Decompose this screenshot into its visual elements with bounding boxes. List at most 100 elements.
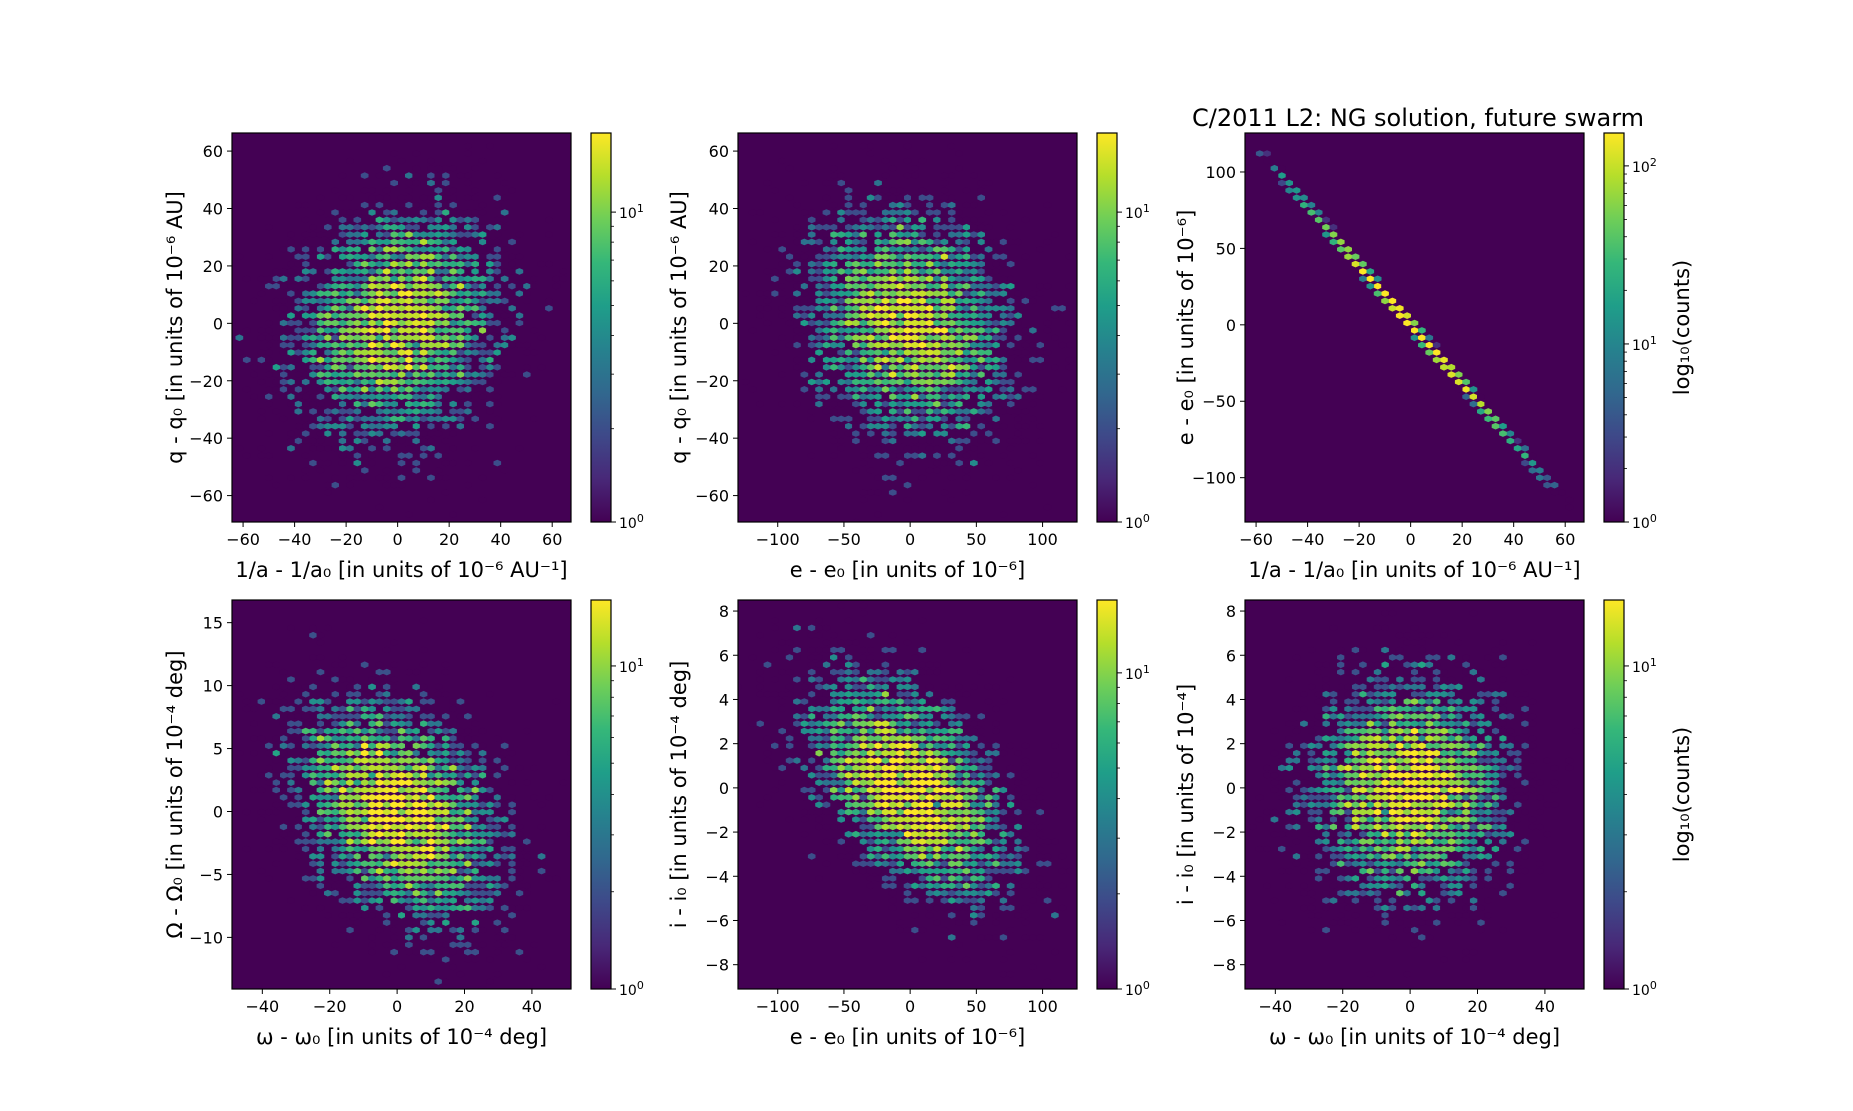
hexbin-cell	[947, 749, 956, 757]
hexbin-cell	[1014, 845, 1022, 853]
hexbin-cell	[1440, 735, 1448, 742]
hexbin-cell	[382, 897, 391, 904]
hexbin-cell	[471, 882, 479, 890]
hexbin-cell	[970, 794, 978, 801]
hexbin-cell	[881, 437, 890, 445]
hexbin-cell	[984, 312, 993, 319]
hexbin-cell	[992, 349, 1000, 356]
hexbin-cell	[338, 445, 347, 452]
hexbin-cell	[1381, 290, 1389, 297]
hexbin-cell	[1410, 941, 1419, 949]
hexbin-cell	[903, 422, 912, 430]
hexbin-cell	[925, 334, 934, 342]
hexbin-cell	[360, 912, 369, 919]
hexbin-cell	[1322, 860, 1330, 867]
hexbin-cell	[493, 860, 502, 867]
hexbin-cell	[500, 926, 509, 934]
hexbin-cell	[272, 378, 280, 386]
hexbin-cell	[837, 422, 845, 430]
hexbin-cell	[977, 713, 985, 720]
hexbin-cell	[874, 231, 882, 238]
hexbin-cell	[896, 201, 904, 209]
hexbin-cell	[1373, 275, 1382, 283]
hexbin-cell	[316, 422, 325, 430]
hexbin-cell	[866, 246, 875, 253]
hexbin-cell	[1366, 268, 1375, 275]
hexbin-cell	[419, 934, 428, 941]
hexbin-cell	[324, 378, 332, 386]
hexbin-cell	[1285, 187, 1293, 194]
axes-frame	[231, 599, 572, 990]
hexbin-cell	[830, 378, 838, 386]
hexbin-cell	[456, 246, 465, 253]
hexbin-cell	[837, 253, 845, 260]
hexbin-cell	[375, 668, 384, 676]
hexbin-cell	[375, 742, 384, 750]
hexbin-cell	[881, 231, 890, 238]
hexbin-cell	[287, 801, 295, 809]
hexbin-cell	[287, 400, 295, 408]
hexbin-cell	[324, 794, 332, 801]
hexbin-cell	[567, 830, 571, 838]
hexbin-cell	[287, 897, 295, 904]
hexbin-cell	[427, 305, 435, 312]
hexbin-cell	[427, 720, 435, 727]
hexbin-cell	[419, 823, 428, 831]
hexbin-cell	[940, 690, 949, 698]
hexbin-cell	[441, 838, 450, 845]
hexbin-cell	[478, 889, 487, 897]
hexbin-cell	[1337, 808, 1345, 816]
hexbin-cell	[316, 297, 325, 305]
hexbin-cell	[324, 305, 332, 312]
hexbin-cell	[346, 282, 354, 290]
hexbin-cell	[449, 282, 457, 290]
hexbin-cell	[999, 779, 1008, 786]
hexbin-cell	[859, 764, 868, 772]
hexbin-cell	[1014, 393, 1022, 400]
hexbin-cell	[412, 735, 421, 742]
hexbin-cell	[353, 341, 362, 349]
hexbin-cell	[933, 698, 941, 705]
hexbin-cell	[992, 875, 1000, 882]
hexbin-cell	[353, 408, 362, 415]
hexbin-cell	[1307, 757, 1316, 764]
hexbin-cell	[992, 238, 1000, 246]
hexbin-cell	[1337, 742, 1345, 750]
hexbin-cell	[1381, 705, 1389, 713]
hexbin-cell	[500, 334, 509, 342]
hexbin-cell	[1506, 764, 1515, 772]
hexbin-cell	[1043, 838, 1052, 845]
hexbin-cell	[456, 823, 465, 831]
hexbin-cell	[301, 690, 310, 698]
hexbin-cell	[456, 838, 465, 845]
hexbin-cell	[412, 445, 421, 452]
hexbin-cell	[947, 216, 956, 224]
hexbin-cell	[346, 875, 354, 882]
hexbin-cell	[390, 912, 398, 919]
hexbin-cell	[859, 646, 868, 654]
hexbin-cell	[331, 327, 339, 334]
hexbin-cell	[962, 646, 971, 654]
hexbin-cell	[866, 282, 875, 290]
hexbin-cell	[911, 356, 919, 364]
hexbin-cell	[1065, 363, 1074, 371]
hexbin-cell	[1521, 445, 1529, 452]
hexbin-cell	[911, 341, 919, 349]
hexbin-cell	[508, 238, 516, 246]
hexbin-cell	[844, 683, 853, 691]
hexbin-cell	[397, 853, 406, 860]
hexbin-cell	[360, 319, 369, 327]
hexbin-cell	[1036, 830, 1044, 838]
hexbin-cell	[1043, 860, 1052, 867]
hexbin-cell	[1359, 779, 1367, 786]
hexbin-cell	[464, 867, 472, 875]
hexbin-cell	[822, 690, 831, 698]
hexbin-cell	[279, 275, 288, 283]
hexbin-cell	[360, 430, 369, 437]
hexbin-cell	[1440, 363, 1448, 371]
hexbin-cell	[434, 764, 443, 772]
hexbin-cell	[1344, 253, 1352, 260]
hexbin-cell	[1329, 735, 1338, 742]
